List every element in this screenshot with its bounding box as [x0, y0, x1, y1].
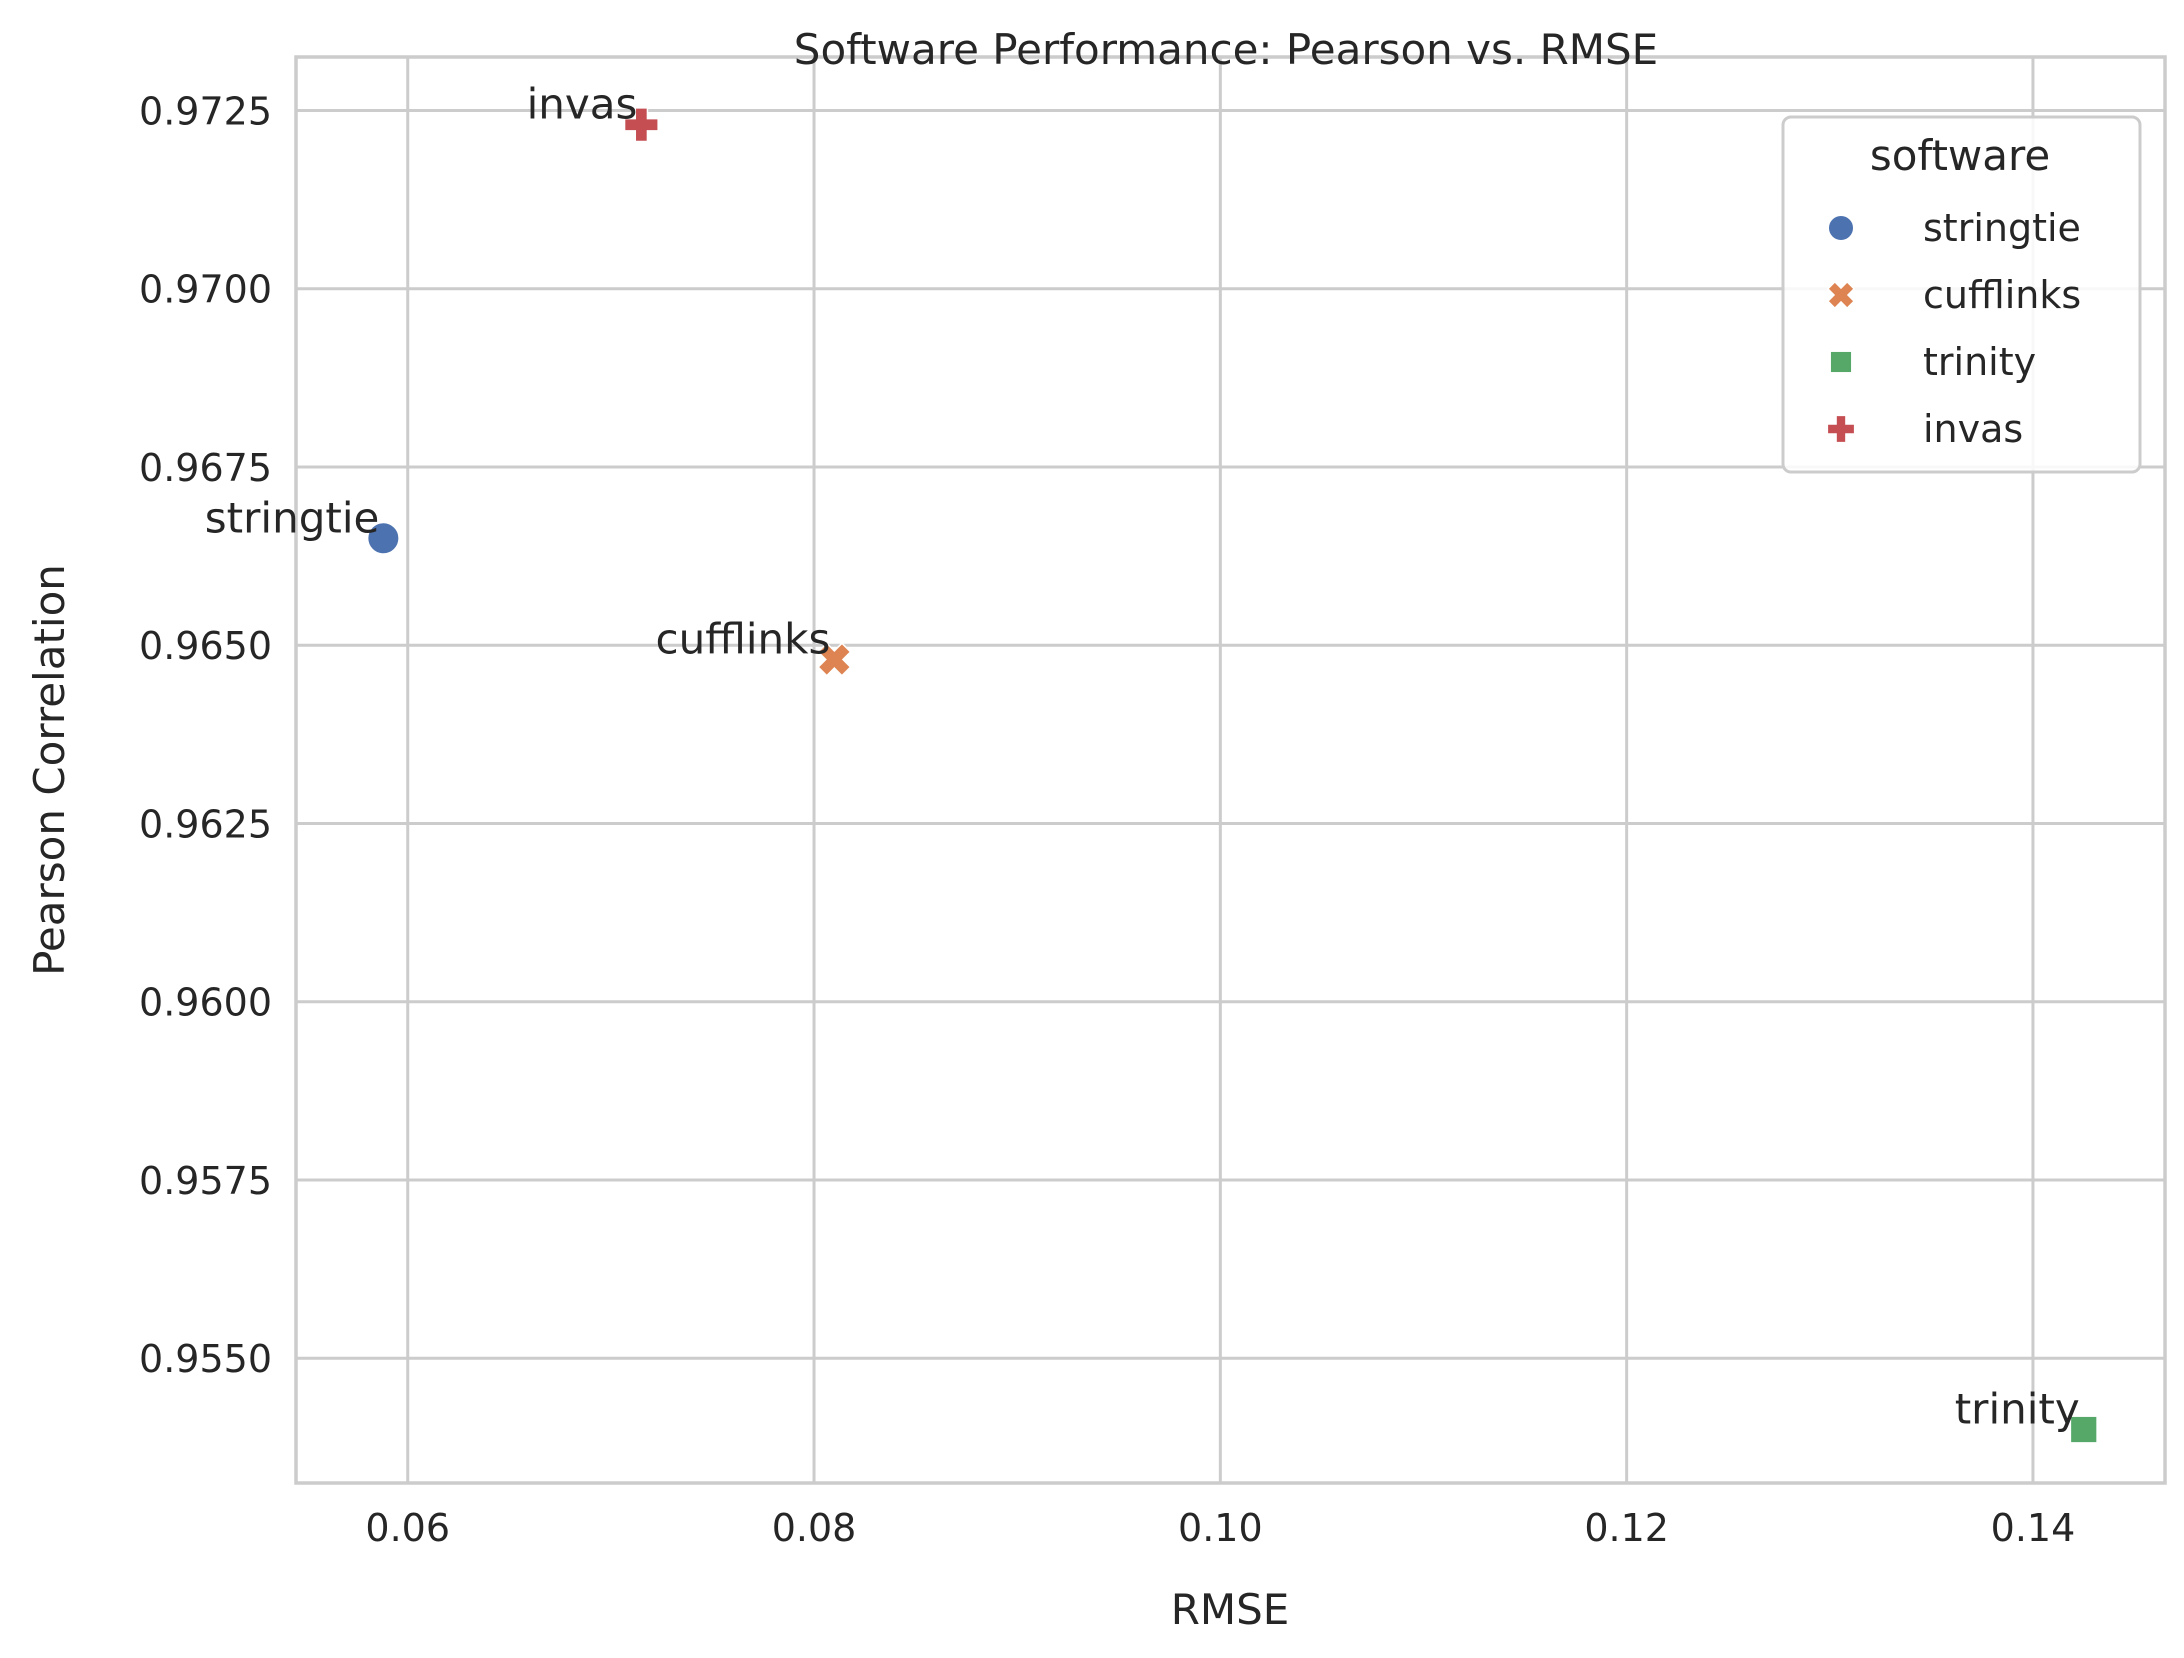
- legend-marker-stringtie: [1827, 214, 1855, 242]
- point-label-cufflinks: cufflinks: [656, 614, 831, 663]
- data-points: [366, 107, 2099, 1445]
- x-tick-label: 0.14: [1991, 1506, 2076, 1550]
- point-annotations: stringtie cufflinks trinity invas: [205, 80, 2080, 1434]
- legend-box: [1781, 115, 2142, 474]
- legend-title: software: [1870, 131, 2050, 180]
- y-axis-label: Pearson Correlation: [25, 564, 74, 976]
- point-label-trinity: trinity: [1955, 1385, 2080, 1434]
- x-tick-label: 0.10: [1178, 1506, 1263, 1550]
- y-tick-label: 0.9600: [139, 981, 272, 1025]
- tick-labels: 0.06 0.08 0.10 0.12 0.14 0.9550 0.9575 0.9600 0.…: [139, 89, 2075, 1550]
- chart-title: Software Performance: Pearson vs. RMSE: [794, 25, 1658, 74]
- legend-items: stringtie cufflinks trinity invas: [1826, 206, 2081, 451]
- y-tick-label: 0.9700: [139, 268, 272, 312]
- point-label-stringtie: stringtie: [205, 493, 380, 542]
- data-point-trinity: [2069, 1414, 2099, 1445]
- x-tick-label: 0.06: [365, 1506, 450, 1550]
- legend-marker-cufflinks: [1826, 280, 1856, 310]
- plot-frame: [294, 55, 2167, 1485]
- legend-marker-cufflinks-shape: [1826, 280, 1856, 310]
- data-point-invas: [623, 107, 659, 143]
- legend-label-cufflinks: cufflinks: [1923, 273, 2081, 317]
- data-point-cufflinks: [817, 642, 852, 677]
- data-point-stringtie: [366, 521, 401, 556]
- y-tick-label: 0.9575: [139, 1159, 272, 1203]
- legend: software stringtie cufflinks trinity invas: [1781, 115, 2142, 474]
- y-tick-label: 0.9675: [139, 446, 272, 490]
- x-tick-label: 0.12: [1584, 1506, 1669, 1550]
- point-label-invas: invas: [527, 80, 638, 129]
- x-axis-label: RMSE: [1171, 1585, 1290, 1634]
- legend-marker-invas-shape: [1826, 414, 1856, 444]
- y-tick-label: 0.9550: [139, 1337, 272, 1381]
- y-tick-label: 0.9725: [139, 89, 272, 133]
- y-tick-label: 0.9625: [139, 802, 272, 846]
- y-tick-label: 0.9650: [139, 624, 272, 668]
- data-point-cufflinks-shape: [817, 642, 852, 677]
- x-tick-label: 0.08: [772, 1506, 857, 1550]
- legend-label-invas: invas: [1923, 407, 2023, 451]
- data-point-invas-shape: [623, 107, 659, 143]
- legend-label-trinity: trinity: [1923, 340, 2036, 384]
- legend-label-stringtie: stringtie: [1923, 206, 2081, 250]
- legend-marker-trinity: [1828, 349, 1854, 375]
- legend-marker-invas: [1826, 414, 1856, 444]
